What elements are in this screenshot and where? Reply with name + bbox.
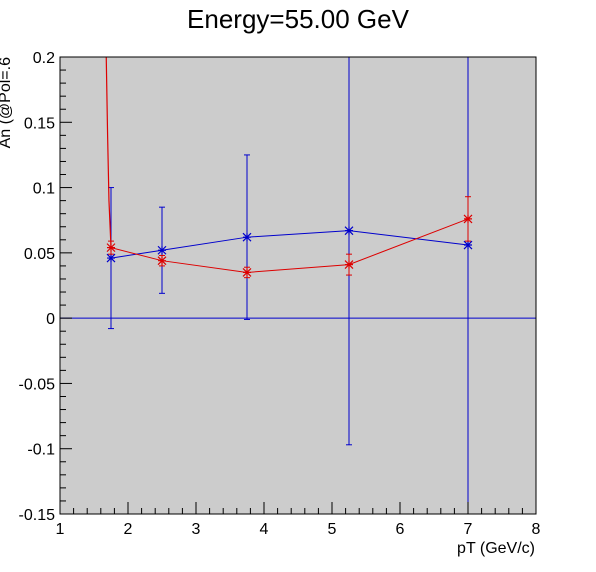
series-1-marker-1 — [157, 256, 167, 266]
plot-frame — [59, 56, 537, 515]
y-tick-label-6: 0.15 — [24, 115, 55, 132]
plot-background — [60, 57, 536, 514]
chart-title: Energy=55.00 GeV — [187, 4, 410, 34]
y-axis-label: An (@Pol=.6 — [0, 57, 14, 149]
x-tick-label-3: 4 — [260, 521, 269, 538]
series-1-marker-3 — [344, 260, 354, 270]
series-1-marker-0 — [106, 243, 116, 253]
series-0-marker-2 — [242, 232, 252, 242]
x-tick-label-6: 7 — [464, 521, 473, 538]
series-1-marker-2 — [242, 268, 252, 277]
x-tick-label-1: 2 — [124, 521, 133, 538]
y-tick-label-1: -0.1 — [27, 442, 55, 459]
x-tick-label-5: 6 — [396, 521, 405, 538]
y-tick-label-7: 0.2 — [33, 50, 55, 67]
y-tick-label-2: -0.05 — [19, 376, 56, 393]
x-tick-label-4: 5 — [328, 521, 337, 538]
y-tick-label-4: 0.05 — [24, 246, 55, 263]
series-0-marker-3 — [344, 226, 354, 236]
series-1-marker-4 — [463, 214, 473, 224]
series-0-marker-0 — [106, 253, 116, 263]
x-tick-label-2: 3 — [192, 521, 201, 538]
x-tick-label-7: 8 — [532, 521, 541, 538]
y-tick-label-3: 0 — [46, 311, 55, 328]
plot-layer: 1 2 3 4 5 6 7 8 -0.15 -0.1 -0.05 0 0.05 0.1 0.15 0.2 — [19, 50, 541, 538]
series-0-marker-1 — [157, 245, 167, 255]
x-tick-label-0: 1 — [56, 521, 65, 538]
y-tick-label-5: 0.1 — [33, 181, 55, 198]
series-0-marker-4 — [463, 240, 473, 250]
x-axis-label: pT (GeV/c) — [457, 540, 535, 557]
y-tick-label-0: -0.15 — [19, 507, 56, 524]
series-1-steep-segment — [105, 56, 112, 248]
